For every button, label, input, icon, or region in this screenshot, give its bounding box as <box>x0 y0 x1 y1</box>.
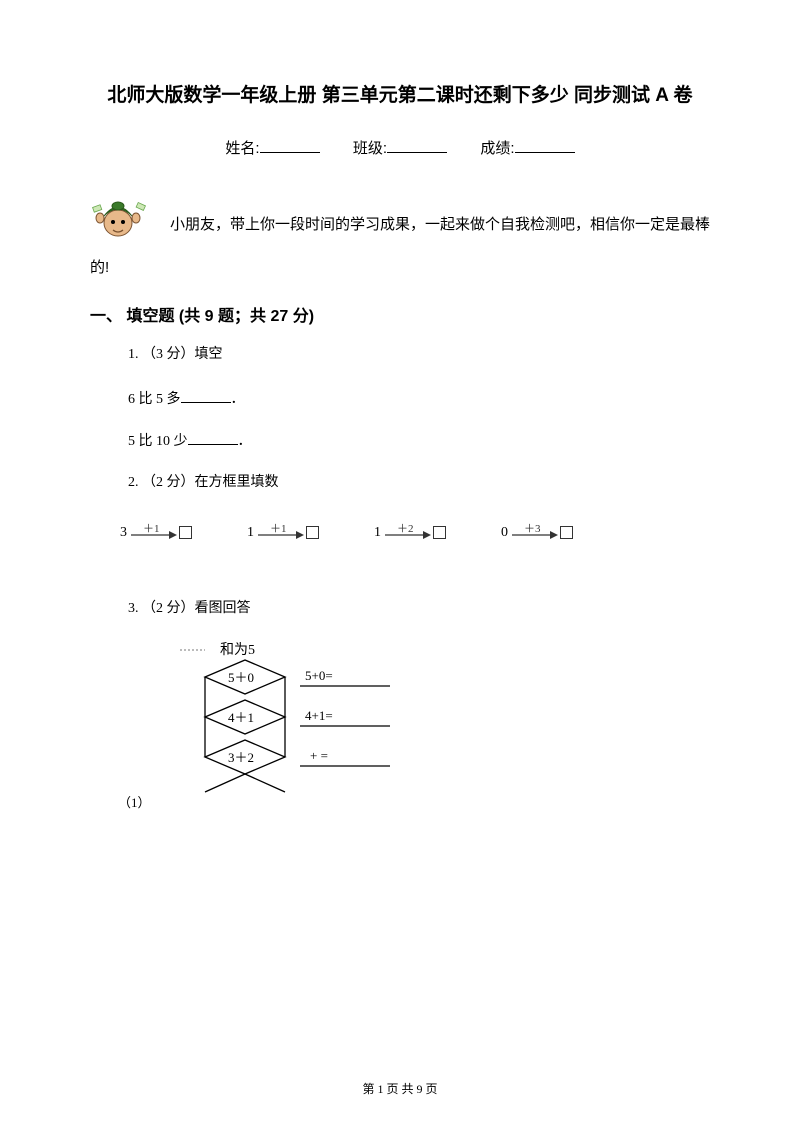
q2-start-1: 1 <box>247 525 254 541</box>
svg-text:＋3: ＋3 <box>524 523 541 535</box>
arrow-icon: ＋3 <box>510 523 558 543</box>
q3-top-label: 和为5 <box>220 642 255 658</box>
svg-text:4+1=: 4+1= <box>305 708 333 723</box>
intro-text-1: 小朋友，带上你一段时间的学习成果，一起来做个自我检测吧，相信你一定是最棒 <box>170 208 710 243</box>
svg-text:＋1: ＋1 <box>143 523 160 535</box>
q1-line-a: 6 比 5 多 ． <box>128 388 710 408</box>
arrow-icon: ＋1 <box>129 523 177 543</box>
q2-start-2: 1 <box>374 525 381 541</box>
name-label: 姓名: <box>225 140 259 157</box>
q1-line-b: 5 比 10 少 ． <box>128 430 710 450</box>
q1a-post: ． <box>231 392 245 407</box>
class-blank[interactable] <box>387 139 447 153</box>
answer-box[interactable] <box>306 526 319 539</box>
q1b-blank[interactable] <box>188 433 238 445</box>
svg-text:3＋2: 3＋2 <box>228 750 254 765</box>
svg-text:5＋0: 5＋0 <box>228 670 254 685</box>
class-label: 班级: <box>353 140 387 157</box>
q3-wrap: （1） 和为5 5＋0 4＋1 3＋2 <box>90 642 710 822</box>
arrow-icon: ＋1 <box>256 523 304 543</box>
score-label: 成绩: <box>480 140 514 157</box>
q1b-post: ． <box>238 434 252 449</box>
q3-sub-label: （1） <box>118 792 151 811</box>
intro-row: 小朋友，带上你一段时间的学习成果，一起来做个自我检测吧，相信你一定是最棒 <box>90 188 710 243</box>
svg-text:4＋1: 4＋1 <box>228 710 254 725</box>
svg-text:+ =: + = <box>310 748 328 763</box>
svg-text:＋2: ＋2 <box>397 523 414 535</box>
q1a-blank[interactable] <box>181 391 231 403</box>
q2-stem: 2. （2 分）在方框里填数 <box>128 472 710 494</box>
q1b-pre: 5 比 10 少 <box>128 434 188 449</box>
q1-stem: 1. （3 分）填空 <box>128 344 710 366</box>
page-title: 北师大版数学一年级上册 第三单元第二课时还剩下多少 同步测试 A 卷 <box>90 80 710 107</box>
q2-item-2: 1 ＋2 <box>374 523 446 543</box>
q2-item-3: 0 ＋3 <box>501 523 573 543</box>
q3-diagram: 和为5 5＋0 4＋1 3＋2 5+0= 4+1= <box>150 642 710 822</box>
mascot-icon <box>90 188 150 243</box>
answer-box[interactable] <box>433 526 446 539</box>
q2-diagram: 3 ＋1 1 ＋1 1 ＋2 0 ＋3 <box>120 523 710 543</box>
page-footer: 第 1 页 共 9 页 <box>0 1080 800 1097</box>
student-info-line: 姓名: 班级: 成绩: <box>90 137 710 158</box>
section-1-header: 一、 填空题 (共 9 题；共 27 分) <box>90 302 710 326</box>
q1a-pre: 6 比 5 多 <box>128 392 181 407</box>
answer-box[interactable] <box>179 526 192 539</box>
q2-item-0: 3 ＋1 <box>120 523 192 543</box>
svg-text:5+0=: 5+0= <box>305 668 333 683</box>
q3-stem: 3. （2 分）看图回答 <box>128 598 710 620</box>
q2-start-3: 0 <box>501 525 508 541</box>
svg-text:＋1: ＋1 <box>270 523 287 535</box>
score-blank[interactable] <box>515 139 575 153</box>
name-blank[interactable] <box>260 139 320 153</box>
arrow-icon: ＋2 <box>383 523 431 543</box>
answer-box[interactable] <box>560 526 573 539</box>
intro-text-2: 的! <box>90 251 710 284</box>
q2-item-1: 1 ＋1 <box>247 523 319 543</box>
q2-start-0: 3 <box>120 525 127 541</box>
